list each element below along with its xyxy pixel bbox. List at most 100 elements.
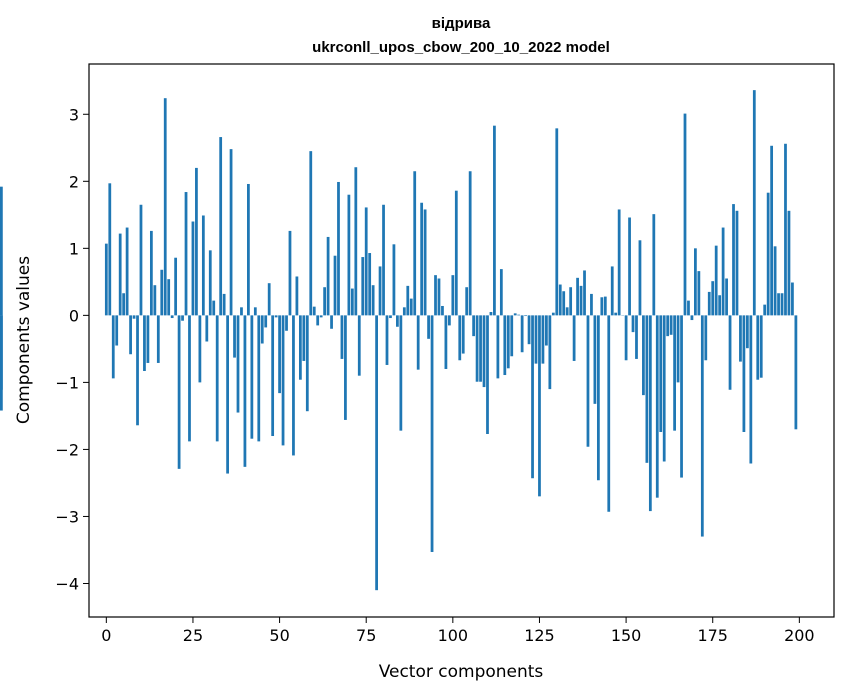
bar xyxy=(624,315,628,361)
bar xyxy=(447,315,451,326)
x-tick-label: 50 xyxy=(269,626,289,645)
y-tick-label: 0 xyxy=(69,306,79,325)
bar xyxy=(371,285,375,316)
bar xyxy=(610,266,614,316)
bar xyxy=(257,315,261,442)
bar xyxy=(278,315,281,394)
x-tick-label: 0 xyxy=(101,626,111,645)
bar xyxy=(617,209,621,316)
x-tick-label: 175 xyxy=(697,626,728,645)
bar xyxy=(160,269,164,316)
bar xyxy=(340,315,344,359)
bar xyxy=(697,271,701,316)
bar xyxy=(596,315,600,481)
chart-title: відрива xyxy=(432,15,491,32)
x-tick-label: 25 xyxy=(183,626,203,645)
bar xyxy=(295,276,299,316)
bar xyxy=(479,315,482,382)
bar xyxy=(406,285,410,316)
bar xyxy=(444,315,448,369)
bar xyxy=(247,183,250,316)
bar xyxy=(565,307,569,316)
bar xyxy=(590,293,593,316)
bar xyxy=(486,315,489,434)
bar xyxy=(673,315,676,431)
bar xyxy=(472,315,476,337)
bar xyxy=(607,315,611,512)
bars-group xyxy=(0,90,798,591)
bar xyxy=(396,315,399,327)
bar xyxy=(482,315,486,388)
bar xyxy=(635,315,638,359)
bar xyxy=(136,315,139,426)
bar xyxy=(586,315,590,447)
bar xyxy=(233,315,236,358)
bar xyxy=(344,315,347,420)
bar xyxy=(493,125,496,316)
bar xyxy=(323,287,327,316)
bar xyxy=(240,307,243,316)
bar xyxy=(350,288,354,316)
bar xyxy=(752,90,756,316)
bar xyxy=(562,291,566,316)
bar xyxy=(125,227,129,316)
bar xyxy=(551,312,555,316)
bar xyxy=(409,298,413,316)
bar xyxy=(195,167,198,316)
bar xyxy=(534,315,538,364)
bar xyxy=(153,285,157,316)
bar xyxy=(122,293,126,316)
bar xyxy=(628,217,631,316)
bar xyxy=(191,221,195,316)
bar xyxy=(687,300,690,316)
bar xyxy=(721,227,725,316)
bar xyxy=(260,315,264,344)
bar xyxy=(427,315,430,339)
bar xyxy=(420,202,424,316)
y-tick-label: 2 xyxy=(69,172,79,191)
bar xyxy=(683,113,687,316)
bar xyxy=(104,243,108,316)
bar xyxy=(368,253,372,316)
bar xyxy=(489,312,493,316)
bar xyxy=(732,204,735,316)
bar xyxy=(475,315,479,382)
bar xyxy=(0,315,3,411)
bar xyxy=(662,315,666,462)
bar xyxy=(576,277,579,316)
bar xyxy=(333,255,337,316)
bar xyxy=(749,315,753,464)
bar xyxy=(652,214,656,316)
bar xyxy=(524,315,527,317)
bar xyxy=(690,315,694,321)
bar xyxy=(285,315,288,331)
bar xyxy=(226,315,229,474)
bar xyxy=(648,315,652,512)
bar xyxy=(430,315,434,552)
bar xyxy=(496,315,500,379)
bar xyxy=(451,275,455,316)
x-tick-label: 75 xyxy=(356,626,376,645)
x-axis-ticks: 0 25 50 75 100 125 150 175 200 xyxy=(101,617,815,645)
bar xyxy=(312,306,316,316)
bar xyxy=(614,312,618,316)
bar xyxy=(541,315,545,364)
bar xyxy=(250,315,254,439)
bar xyxy=(382,204,385,316)
bar xyxy=(499,269,503,316)
bar xyxy=(163,98,167,316)
bar xyxy=(756,315,760,380)
bar xyxy=(583,270,586,316)
bar xyxy=(704,315,708,361)
bar xyxy=(205,315,209,342)
bar xyxy=(298,315,302,380)
bar xyxy=(288,230,292,316)
bar xyxy=(784,143,787,316)
bar xyxy=(264,315,268,328)
bar xyxy=(735,210,739,316)
bar xyxy=(694,248,697,316)
bar xyxy=(569,287,573,316)
bar xyxy=(714,245,718,316)
bar xyxy=(146,315,150,363)
